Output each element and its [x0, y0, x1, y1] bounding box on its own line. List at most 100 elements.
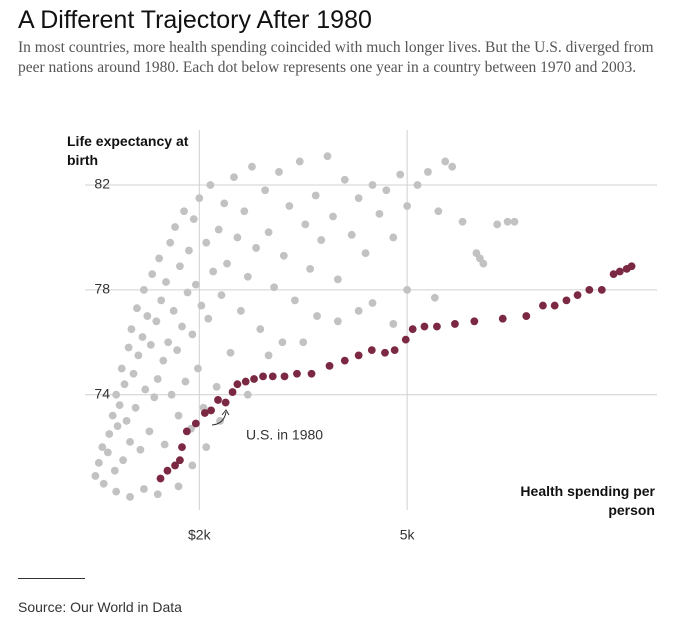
us-dot [207, 406, 215, 415]
us-dot [539, 301, 547, 310]
country-year-dot [448, 162, 457, 171]
country-year-dot [202, 443, 211, 452]
country-year-dot [180, 207, 188, 216]
country-year-dot [115, 401, 124, 410]
country-year-dot [94, 458, 103, 467]
us-dot [367, 346, 376, 355]
annotation: U.S. in 1980 [246, 427, 323, 443]
country-year-dot [153, 490, 162, 499]
country-year-dot [230, 173, 238, 182]
us-dot [182, 427, 191, 436]
country-year-dot [333, 275, 342, 284]
us-dot [307, 369, 316, 378]
country-year-dot [389, 233, 398, 242]
country-year-dot [295, 157, 304, 166]
us-dot [609, 270, 618, 279]
y-axis-label: Life expectancy at birth [67, 133, 189, 168]
x-axis-label: Health spending per person [520, 483, 655, 518]
country-year-dot [169, 306, 178, 315]
country-year-dot [152, 317, 161, 326]
country-year-dot [141, 385, 150, 394]
us-dot [420, 322, 429, 331]
country-year-dot [243, 272, 252, 281]
country-year-dot [311, 191, 320, 200]
country-year-dot [108, 411, 117, 420]
country-year-dot [323, 152, 332, 161]
country-year-dot [441, 157, 450, 166]
country-year-dot [403, 202, 412, 210]
country-year-dot [503, 217, 512, 226]
country-year-dot [248, 162, 256, 171]
country-year-dot [120, 380, 129, 389]
country-year-dot [183, 288, 192, 297]
country-year-dot [162, 278, 170, 286]
country-year-dot [113, 422, 122, 431]
country-year-dot [103, 448, 112, 457]
country-year-dot [146, 340, 155, 349]
country-year-dot [98, 443, 107, 452]
us-dot [408, 325, 417, 334]
us-dot [233, 380, 242, 389]
y-tick-label: 82 [94, 176, 110, 192]
country-year-dot [188, 330, 197, 339]
chart-title: A Different Trajectory After 1980 [18, 6, 372, 34]
country-year-dot [159, 356, 168, 365]
country-year-dot [112, 487, 121, 496]
country-year-dot [105, 430, 114, 438]
country-year-dot [223, 259, 231, 268]
country-year-dot [99, 479, 108, 488]
us-dot [176, 456, 184, 465]
country-year-dot [256, 325, 265, 334]
country-year-dot [124, 343, 133, 352]
us-dot [627, 262, 636, 271]
country-year-dot [479, 259, 488, 268]
country-year-dot [150, 393, 159, 402]
country-year-dot [354, 306, 363, 315]
country-year-dot [126, 492, 134, 501]
country-year-dot [202, 238, 211, 247]
country-year-dot [217, 291, 226, 300]
source-rule [18, 578, 85, 579]
us-dot [293, 369, 301, 378]
country-year-dot [126, 437, 134, 446]
country-year-dot [368, 181, 377, 189]
country-year-dot [191, 280, 200, 289]
us-dot [268, 372, 277, 381]
country-year-dot [139, 285, 148, 294]
country-year-dot [127, 325, 136, 334]
country-year-dot [195, 194, 204, 203]
country-year-dot [275, 168, 283, 176]
country-year-dot [188, 461, 197, 470]
us-dot [340, 356, 349, 365]
country-year-dot [214, 225, 223, 234]
country-year-dot [243, 390, 252, 399]
country-year-dot [178, 322, 186, 331]
us-dot [573, 291, 582, 300]
country-year-dot [189, 215, 198, 224]
country-year-dot [291, 296, 299, 305]
us-dot [163, 466, 172, 475]
country-year-dot [220, 199, 229, 208]
country-year-dot [167, 390, 176, 399]
country-year-dot [166, 238, 175, 247]
country-year-dot [413, 181, 422, 189]
country-year-dot [240, 207, 249, 216]
country-year-dot [197, 301, 206, 310]
us-dot [470, 317, 479, 326]
country-year-dot [181, 377, 190, 386]
country-year-dot [493, 220, 502, 229]
country-year-dot [299, 338, 308, 347]
country-year-dot [160, 440, 169, 449]
country-year-dot [347, 230, 356, 239]
chart-subtitle: In most countries, more health spending … [18, 39, 654, 76]
country-year-dot [138, 333, 147, 341]
us-dot [325, 361, 334, 370]
country-year-dot [164, 338, 173, 347]
us-dot [259, 372, 267, 381]
country-year-dot [117, 364, 126, 373]
country-year-dot [176, 262, 184, 271]
country-year-dot [112, 390, 121, 399]
country-year-dot [317, 236, 326, 244]
